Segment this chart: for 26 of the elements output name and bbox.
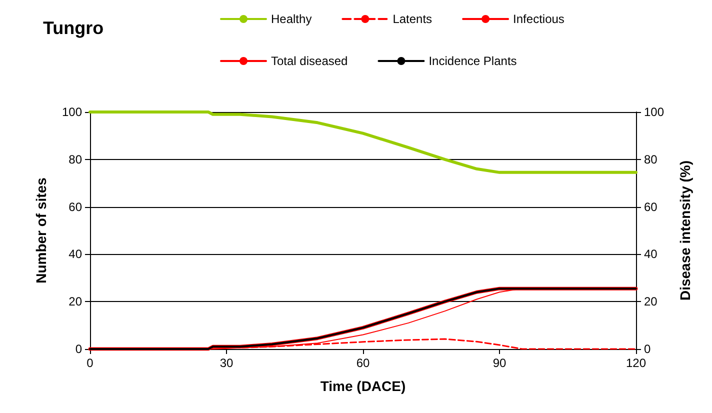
y2-tick-label: 100 [644, 105, 664, 119]
legend-label: Incidence Plants [428, 54, 517, 68]
y-tick-label: 0 [75, 342, 82, 356]
legend-label: Total diseased [271, 54, 348, 68]
x-tick-label: 120 [626, 356, 646, 370]
legend-label: Infectious [513, 12, 564, 26]
y-tick-label: 80 [68, 152, 82, 166]
x-tick-label: 30 [220, 356, 234, 370]
y-tick-label: 40 [68, 247, 82, 262]
y2-tick-label: 0 [644, 342, 651, 356]
y-tick-label: 60 [68, 200, 82, 214]
x-tick-label: 0 [86, 356, 94, 370]
y2-tick-label: 20 [644, 294, 658, 309]
y2-tick-label: 80 [644, 152, 658, 166]
y-tick-label: 20 [68, 294, 82, 309]
legend-label: Latents [392, 12, 432, 26]
y2-axis-title: Disease intensity (%) [677, 160, 693, 301]
x-axis-title: Time (DACE) [320, 378, 406, 394]
x-tick-label: 90 [492, 356, 506, 370]
chart-title: Tungro [43, 18, 104, 38]
y2-tick-label: 60 [644, 200, 658, 214]
x-tick-label: 60 [356, 356, 370, 370]
y-axis-title: Number of sites [33, 177, 49, 284]
y2-tick-label: 40 [644, 247, 658, 262]
legend-label: Healthy [271, 12, 312, 26]
y-tick-label: 100 [62, 105, 82, 119]
